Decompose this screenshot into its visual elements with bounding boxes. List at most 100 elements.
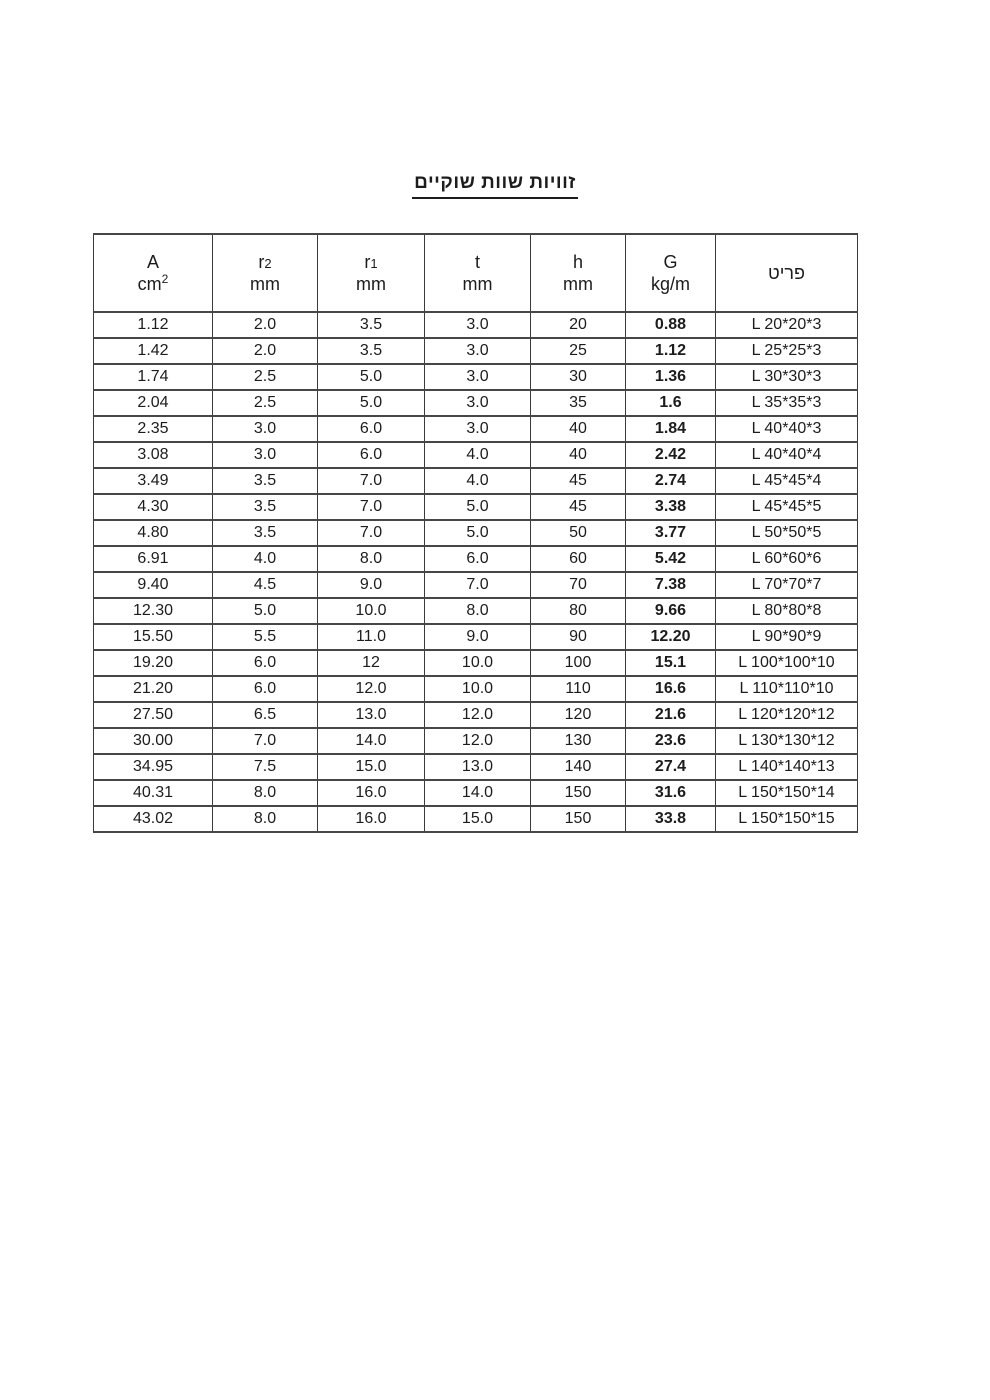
cell-A: 2.35 [93,415,213,443]
table-row: 43.02 8.0 16.0 15.0 150 33.8 L 150*150*15 [93,805,858,833]
cell-r1: 9.0 [317,571,425,599]
cell-item: L 150*150*14 [715,779,858,807]
cell-item: L 100*100*10 [715,649,858,677]
cell-item: L 70*70*7 [715,571,858,599]
cell-h: 110 [530,675,626,703]
cell-h: 20 [530,311,626,339]
cell-t: 9.0 [424,623,531,651]
table-row: 2.04 2.5 5.0 3.0 35 1.6 L 35*35*3 [93,389,858,417]
cell-item: L 40*40*4 [715,441,858,469]
cell-r2: 3.5 [212,519,318,547]
cell-r1: 11.0 [317,623,425,651]
cell-item: L 140*140*13 [715,753,858,781]
cell-G: 1.6 [625,389,716,417]
cell-r2: 5.5 [212,623,318,651]
cell-item: L 120*120*12 [715,701,858,729]
cell-A: 30.00 [93,727,213,755]
cell-r2: 2.0 [212,311,318,339]
cell-r1: 10.0 [317,597,425,625]
cell-h: 140 [530,753,626,781]
cell-G: 1.36 [625,363,716,391]
table-row: 6.91 4.0 8.0 6.0 60 5.42 L 60*60*6 [93,545,858,573]
cell-h: 30 [530,363,626,391]
cell-r1: 13.0 [317,701,425,729]
cell-G: 12.20 [625,623,716,651]
cell-h: 60 [530,545,626,573]
cell-r2: 2.0 [212,337,318,365]
cell-item: L 130*130*12 [715,727,858,755]
cell-G: 5.42 [625,545,716,573]
cell-t: 6.0 [424,545,531,573]
cell-G: 2.42 [625,441,716,469]
cell-r1: 5.0 [317,363,425,391]
table-row: 1.74 2.5 5.0 3.0 30 1.36 L 30*30*3 [93,363,858,391]
cell-item: L 30*30*3 [715,363,858,391]
cell-r1: 7.0 [317,467,425,495]
cell-G: 7.38 [625,571,716,599]
cell-r2: 2.5 [212,363,318,391]
table-row: 15.50 5.5 11.0 9.0 90 12.20 L 90*90*9 [93,623,858,651]
cell-A: 4.30 [93,493,213,521]
cell-r1: 3.5 [317,337,425,365]
cell-r1: 12.0 [317,675,425,703]
cell-r1: 16.0 [317,779,425,807]
cell-item: L 45*45*4 [715,467,858,495]
cell-h: 40 [530,415,626,443]
cell-item: L 110*110*10 [715,675,858,703]
cell-r2: 2.5 [212,389,318,417]
table-row: 2.35 3.0 6.0 3.0 40 1.84 L 40*40*3 [93,415,858,443]
cell-r2: 3.5 [212,493,318,521]
table-row: 27.50 6.5 13.0 12.0 120 21.6 L 120*120*12 [93,701,858,729]
cell-h: 80 [530,597,626,625]
cell-G: 31.6 [625,779,716,807]
cell-t: 4.0 [424,441,531,469]
cell-h: 120 [530,701,626,729]
cell-t: 8.0 [424,597,531,625]
cell-h: 50 [530,519,626,547]
cell-h: 90 [530,623,626,651]
cell-h: 40 [530,441,626,469]
cell-r2: 5.0 [212,597,318,625]
cell-A: 3.49 [93,467,213,495]
cell-t: 10.0 [424,649,531,677]
cell-h: 45 [530,493,626,521]
cell-A: 3.08 [93,441,213,469]
cell-t: 3.0 [424,311,531,339]
cell-r2: 6.0 [212,675,318,703]
cell-A: 40.31 [93,779,213,807]
cell-t: 3.0 [424,363,531,391]
cell-t: 12.0 [424,727,531,755]
cell-G: 0.88 [625,311,716,339]
cell-t: 14.0 [424,779,531,807]
page-title: זוויות שוות שוקיים [0,172,990,199]
cell-A: 1.74 [93,363,213,391]
cell-A: 12.30 [93,597,213,625]
cell-h: 130 [530,727,626,755]
cell-r1: 8.0 [317,545,425,573]
cell-A: 9.40 [93,571,213,599]
cell-h: 150 [530,805,626,833]
cell-A: 27.50 [93,701,213,729]
cell-G: 27.4 [625,753,716,781]
cell-h: 100 [530,649,626,677]
cell-item: L 35*35*3 [715,389,858,417]
cell-A: 6.91 [93,545,213,573]
cell-h: 150 [530,779,626,807]
cell-item: L 60*60*6 [715,545,858,573]
cell-A: 34.95 [93,753,213,781]
cell-r2: 4.0 [212,545,318,573]
cell-item: L 45*45*5 [715,493,858,521]
cell-A: 15.50 [93,623,213,651]
col-header-r1: r1 mm [317,233,425,313]
cell-item: L 25*25*3 [715,337,858,365]
cell-G: 23.6 [625,727,716,755]
cell-t: 13.0 [424,753,531,781]
cell-t: 15.0 [424,805,531,833]
cell-t: 5.0 [424,519,531,547]
cell-A: 1.12 [93,311,213,339]
cell-G: 21.6 [625,701,716,729]
